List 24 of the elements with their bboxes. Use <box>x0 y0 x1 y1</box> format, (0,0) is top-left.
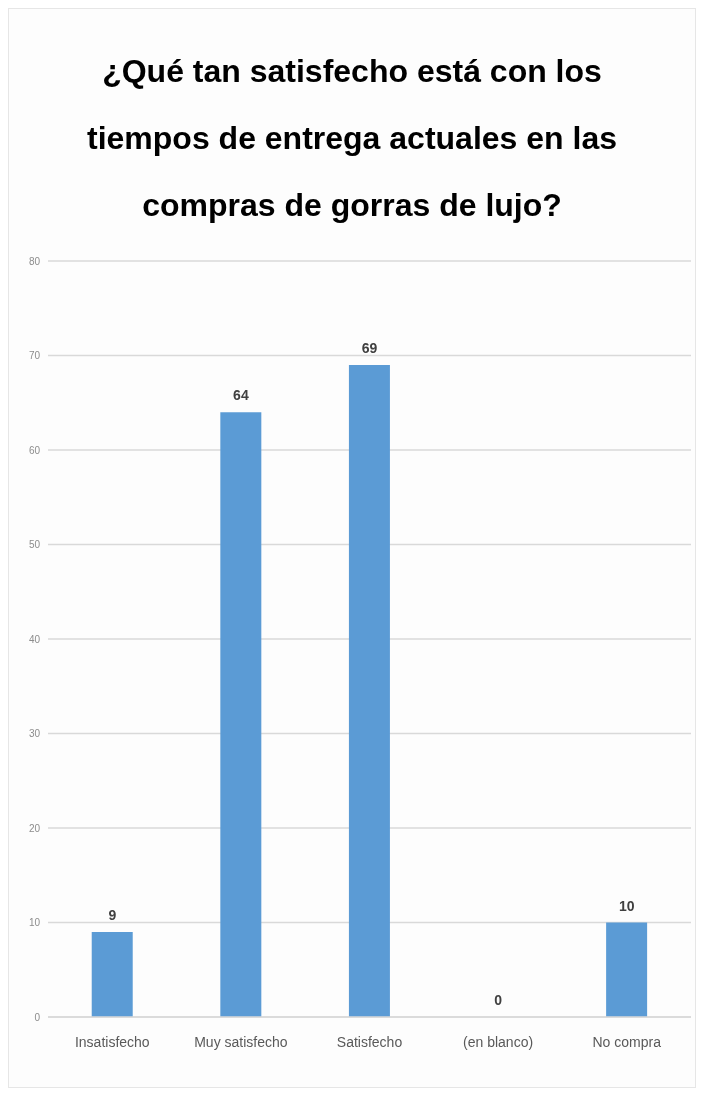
y-tick-label: 40 <box>28 633 41 645</box>
y-tick-label: 70 <box>28 350 41 362</box>
y-tick-label: 0 <box>34 1011 41 1023</box>
y-tick-label: 30 <box>28 728 41 740</box>
x-tick-label: Muy satisfecho <box>194 1033 288 1050</box>
data-label: 69 <box>361 339 378 356</box>
data-label: 9 <box>108 906 117 923</box>
data-label: 10 <box>618 897 635 914</box>
chart-title: ¿Qué tan satisfecho está con los tiempos de entrega actuales en las compras de gorras de lujo? <box>86 52 618 225</box>
data-label: 0 <box>494 992 503 1008</box>
x-tick-label: No compra <box>592 1033 662 1050</box>
x-tick-label: Insatisfecho <box>74 1033 150 1050</box>
x-tick-label: (en blanco) <box>463 1033 534 1050</box>
y-tick-label: 50 <box>28 539 41 551</box>
y-tick-label: 80 <box>28 255 41 267</box>
y-tick-label: 20 <box>28 822 41 834</box>
data-label: 64 <box>233 387 249 404</box>
bar <box>348 364 390 1017</box>
x-tick-label: Satisfecho <box>336 1033 403 1050</box>
y-tick-label: 60 <box>28 444 41 456</box>
bar <box>91 931 133 1017</box>
bar <box>220 412 262 1017</box>
bar <box>606 922 648 1017</box>
y-tick-label: 10 <box>28 917 41 929</box>
